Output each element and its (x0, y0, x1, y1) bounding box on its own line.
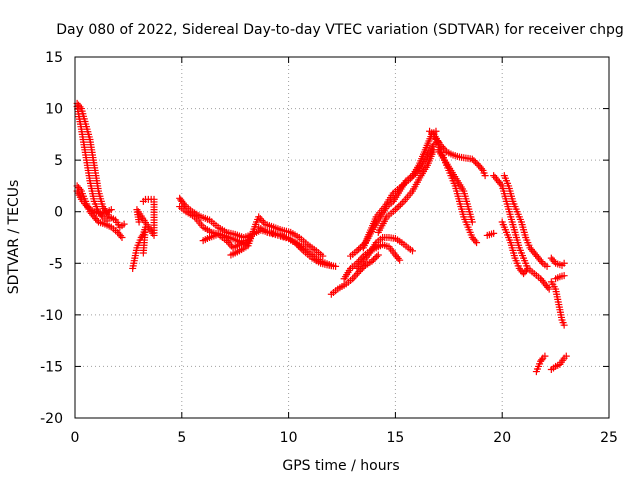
data-point (350, 273, 358, 281)
data-point (394, 254, 402, 262)
data-point (471, 237, 479, 245)
data-point (120, 220, 128, 228)
data-point (470, 157, 478, 165)
data-point (118, 234, 126, 241)
data-point (395, 202, 403, 210)
data-point (544, 283, 552, 291)
data-point (408, 173, 416, 181)
data-point (396, 256, 404, 264)
data-point (522, 266, 530, 274)
data-point (398, 199, 406, 207)
data-point (468, 218, 476, 226)
data-point (560, 272, 568, 280)
x-tick-label: 10 (280, 430, 298, 446)
data-point (258, 216, 266, 224)
data-point (413, 168, 421, 176)
data-point (497, 180, 505, 188)
data-point (537, 258, 545, 266)
data-point (481, 172, 489, 180)
data-point (353, 247, 361, 255)
data-point (327, 261, 335, 269)
data-point (562, 352, 570, 360)
x-tick-label: 25 (600, 430, 618, 446)
data-point (490, 229, 498, 237)
y-tick-label: 10 (45, 102, 63, 118)
data-point (472, 158, 479, 166)
data-point (473, 239, 481, 247)
data-point (107, 206, 115, 214)
data-point (560, 321, 568, 329)
data-point (135, 218, 143, 226)
x-tick-label: 20 (493, 430, 511, 446)
y-axis-label: SDTVAR / TECUs (6, 180, 22, 295)
data-point (352, 271, 360, 279)
y-tick-label: -5 (49, 256, 63, 272)
data-point (371, 254, 379, 262)
data-point (393, 204, 401, 212)
data-point (543, 262, 551, 270)
data-point (332, 262, 340, 270)
chart-title: Day 080 of 2022, Sidereal Day-to-day VTE… (56, 22, 624, 38)
data-point (319, 252, 327, 260)
data-point (373, 253, 381, 261)
data-point (408, 247, 416, 255)
data-point (550, 258, 558, 266)
data-point (478, 165, 486, 173)
y-tick-label: -20 (40, 411, 63, 427)
data-point (538, 356, 546, 364)
data-point (370, 256, 378, 264)
axis-ticks: 0 5 10 15 20 25 15 10 5 0 -5 -10 -15 -20 (40, 50, 618, 446)
data-point (411, 170, 419, 178)
data-point (541, 352, 549, 360)
x-tick-label: 0 (71, 430, 80, 446)
x-tick-label: 15 (386, 430, 404, 446)
y-tick-label: 15 (45, 50, 63, 66)
data-point (406, 175, 414, 183)
plot-frame (74, 56, 610, 419)
y-tick-label: 0 (54, 205, 63, 221)
data-point (397, 201, 405, 209)
data-points (73, 99, 570, 376)
data-point (374, 251, 382, 259)
data-point (391, 206, 399, 214)
data-point (473, 160, 481, 168)
data-point (355, 245, 363, 253)
data-point (93, 216, 101, 224)
y-tick-label: -15 (40, 359, 63, 375)
data-point (545, 285, 553, 293)
data-point (560, 259, 568, 267)
y-tick-label: 5 (54, 153, 63, 169)
data-point (410, 171, 418, 179)
data-point (117, 232, 125, 240)
x-axis-label: GPS time / hours (282, 458, 399, 474)
data-point (368, 257, 376, 265)
data-point (139, 249, 147, 257)
x-tick-label: 5 (177, 430, 186, 446)
data-point (524, 264, 532, 272)
y-tick-label: -10 (40, 308, 63, 324)
data-point (468, 155, 476, 163)
